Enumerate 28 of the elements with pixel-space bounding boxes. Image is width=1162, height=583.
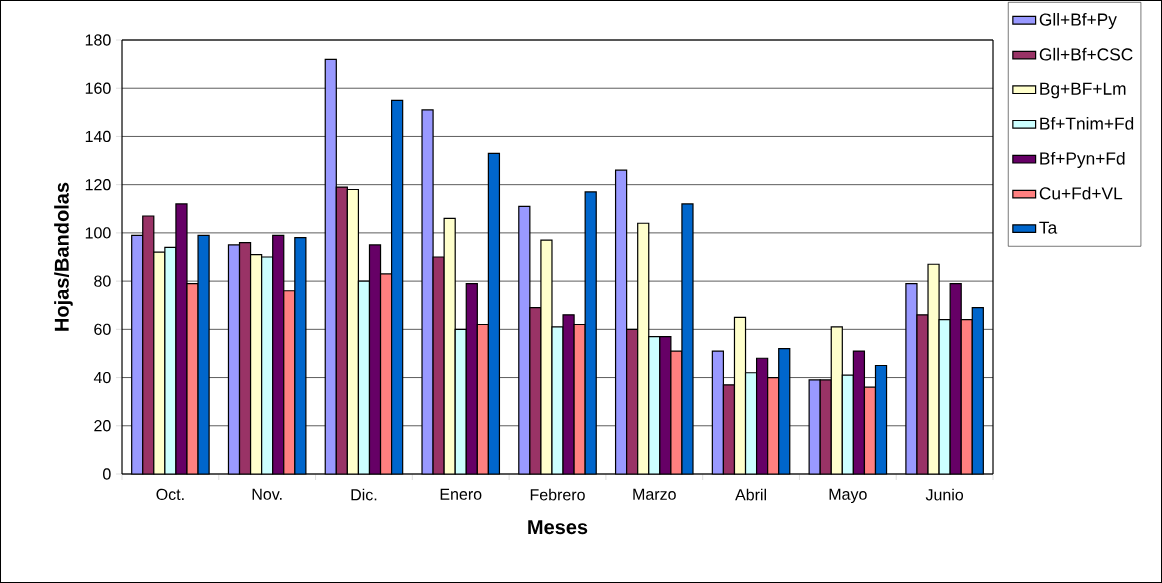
x-tick-label: Febrero [530,488,585,501]
x-tick-label: Nov. [252,488,282,500]
y-tick-label: 180 [85,34,111,46]
legend-label: Ta [1039,221,1058,234]
y-tick-label: 80 [94,275,111,287]
x-axis-title: Meses [528,520,588,535]
y-tick-label: 0 [103,468,111,480]
x-tick-label: Abril [735,488,766,501]
x-tick-label: Mayo [829,488,867,504]
legend-label: Gll+Bf+CSC [1039,47,1133,61]
legend-label: Gll+Bf+Py [1039,12,1117,30]
y-tick-label: 140 [85,130,111,143]
legend-label: Bf+Pyn+Fd [1040,151,1125,169]
legend-label: Bf+Tnim+Fd [1040,117,1134,130]
y-axis-title: Hojas/Bandolas [54,182,73,331]
y-tick-label: 100 [85,227,111,239]
x-tick-label: Enero [440,488,482,500]
y-tick-label: 60 [94,323,111,335]
y-tick-label: 40 [93,371,111,384]
x-tick-label: Junio [925,488,964,501]
x-tick-label: Dic. [351,488,377,501]
legend-label: Bg+BF+Lm [1040,82,1126,99]
x-tick-label: Oct. [156,488,184,501]
y-tick-label: 120 [85,179,111,191]
x-tick-label: Marzo [633,488,676,500]
y-tick-label: 160 [85,82,111,94]
y-tick-label: 20 [94,420,111,432]
legend-label: Cu+Fd+VL [1039,186,1123,200]
